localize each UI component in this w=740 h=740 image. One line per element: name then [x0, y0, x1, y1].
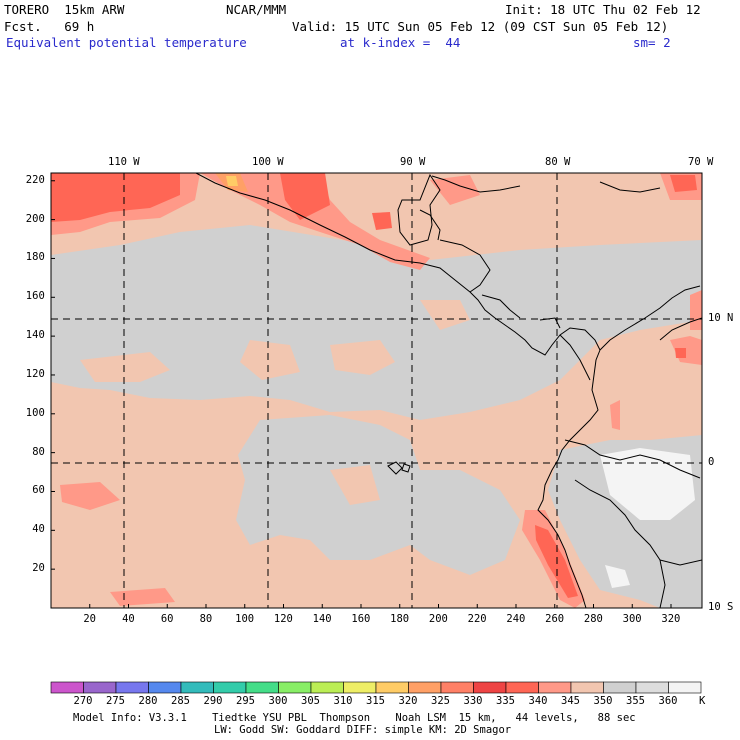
legend-swatch: [278, 681, 312, 694]
y-tick-label: 120: [25, 367, 45, 380]
legend-swatch: [180, 681, 214, 694]
legend-swatch: [213, 681, 247, 694]
legend-swatch: [635, 681, 669, 694]
model-name: TORERO 15km ARW: [4, 2, 125, 17]
y-tick-label: 60: [32, 484, 45, 497]
organization: NCAR/MMM: [226, 2, 287, 17]
y-tick-label: 160: [25, 290, 45, 303]
x-tick-label: 260: [545, 613, 565, 625]
model-info-line1: Model Info: V3.3.1 Tiedtke YSU PBL Thomp…: [73, 712, 636, 724]
legend-value: 340: [528, 695, 548, 707]
x-tick-label: 160: [351, 613, 371, 625]
model-info-line2: LW: Godd SW: Goddard DIFF: simple KM: 2D…: [214, 724, 512, 736]
legend-value: 315: [366, 695, 385, 707]
y-tick-label: 100: [25, 406, 45, 419]
legend-value: 360: [658, 695, 678, 707]
legend-colorbar: [50, 681, 702, 694]
legend-value: 335: [496, 695, 515, 707]
y-tick-label: 40: [32, 523, 45, 536]
legend-value: 345: [561, 695, 580, 707]
legend-swatch: [440, 681, 474, 694]
x-tick-label: 120: [273, 613, 293, 625]
legend-value: 280: [138, 695, 158, 707]
x-tick-marks: [89, 604, 672, 608]
init-time: Init: 18 UTC Thu 02 Feb 12: [505, 2, 701, 17]
legend-swatch: [408, 681, 442, 694]
field-name: Equivalent potential temperature: [6, 35, 247, 50]
lat-label-0: 0: [708, 456, 715, 468]
legend-swatch: [148, 681, 182, 694]
x-tick-label: 240: [506, 613, 526, 625]
legend-value: 330: [463, 695, 483, 707]
y-tick-label: 180: [25, 251, 45, 264]
lat-label-10s: 10 S: [708, 601, 734, 613]
x-tick-label: 220: [467, 613, 487, 625]
legend-value: 355: [626, 695, 645, 707]
legend-value: 350: [593, 695, 613, 707]
legend-value: 310: [333, 695, 353, 707]
y-tick-label: 20: [32, 562, 45, 575]
x-tick-label: 40: [122, 613, 135, 625]
lon-label-70w: 70 W: [688, 156, 714, 168]
y-tick-marks: [51, 180, 55, 570]
legend-swatch: [375, 681, 409, 694]
lon-label-100w: 100 W: [252, 156, 284, 168]
x-tick-label: 300: [622, 613, 642, 625]
lon-label-90w: 90 W: [400, 156, 426, 168]
legend-swatch: [603, 681, 637, 694]
theta-e-330-region: [51, 173, 702, 270]
x-tick-label: 140: [312, 613, 332, 625]
legend-unit: K: [699, 695, 706, 707]
smoothing-label: sm= 2: [633, 35, 671, 50]
legend-value: 270: [73, 695, 93, 707]
level-label: at k-index = 44: [340, 35, 461, 50]
lon-label-110w: 110 W: [108, 156, 140, 168]
legend-value: 305: [301, 695, 320, 707]
coastlines: [195, 173, 702, 608]
legend-value: 320: [398, 695, 418, 707]
legend-value: 290: [203, 695, 223, 707]
legend-swatch: [505, 681, 539, 694]
lat-label-10n: 10 N: [708, 312, 734, 324]
legend-swatch: [115, 681, 149, 694]
valid-time: Valid: 15 UTC Sun 05 Feb 12 (09 CST Sun …: [292, 19, 669, 34]
legend-value: 300: [268, 695, 288, 707]
x-tick-label: 80: [199, 613, 213, 625]
legend-value: 295: [236, 695, 255, 707]
legend-swatch: [473, 681, 507, 694]
x-tick-label: 100: [235, 613, 255, 625]
legend-swatch: [50, 681, 84, 694]
y-tick-label: 140: [25, 329, 45, 342]
y-tick-label: 200: [25, 212, 45, 225]
lon-label-80w: 80 W: [545, 156, 571, 168]
forecast-hour: Fcst. 69 h: [4, 19, 95, 34]
legend-swatch: [343, 681, 377, 694]
legend-swatch: [310, 681, 344, 694]
map-frame: [50, 172, 703, 609]
legend-swatch: [570, 681, 604, 694]
legend-swatch: [245, 681, 279, 694]
legend-value: 285: [171, 695, 190, 707]
country-borders: [419, 209, 702, 608]
x-tick-label: 200: [428, 613, 448, 625]
x-tick-label: 280: [583, 613, 603, 625]
y-tick-label: 80: [32, 445, 45, 458]
legend-value: 325: [431, 695, 450, 707]
x-tick-label: 320: [661, 613, 681, 625]
theta-e-340-patches: [80, 300, 470, 505]
legend-swatch: [668, 681, 702, 694]
x-tick-label: 20: [83, 613, 96, 625]
x-tick-label: 60: [160, 613, 174, 625]
legend-swatch: [83, 681, 117, 694]
legend-swatch: [538, 681, 572, 694]
legend-value: 275: [106, 695, 125, 707]
x-tick-label: 180: [390, 613, 410, 625]
grid-lines: [51, 173, 702, 608]
y-tick-label: 220: [25, 173, 45, 186]
